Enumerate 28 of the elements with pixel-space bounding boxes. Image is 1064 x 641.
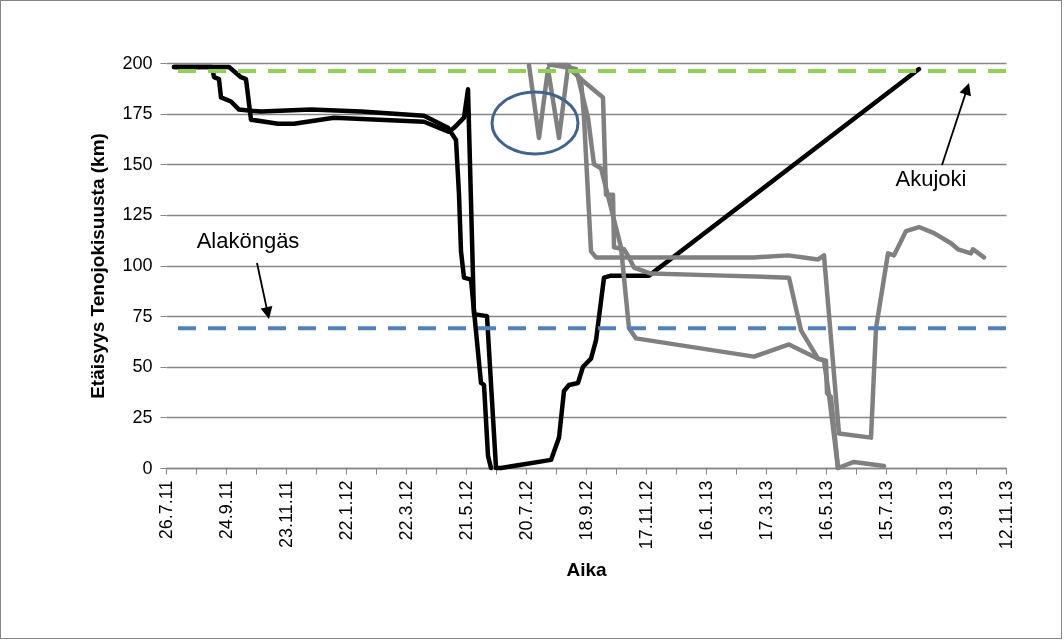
x-tick-label: 24.9.11 [215,480,236,540]
x-tick-label: 23.11.11 [275,480,296,548]
y-tick-label: 150 [122,153,153,174]
x-tick-label: 22.3.12 [395,480,416,541]
x-tick-label: 20.7.12 [515,480,536,541]
x-tick-label: 22.1.12 [335,480,356,541]
x-tick-label: 16.5.13 [815,480,836,541]
y-tick-label: 25 [132,406,153,427]
x-tick-label: 17.3.13 [755,480,776,541]
y-axis-title: Etäisyys Tenojokisuusta (km) [87,133,109,399]
annotation: Akujoki [895,166,967,191]
y-tick-label: 50 [132,356,153,377]
x-tick-label: 18.9.12 [575,480,596,541]
x-axis-title: Aika [566,559,607,581]
x-tick-label: 12.11.13 [995,480,1016,550]
x-tick-label: 16.1.13 [695,480,716,541]
y-tick-label: 200 [122,52,153,73]
x-tick-label: 21.5.12 [455,480,476,541]
x-tick-label: 13.9.13 [935,480,956,541]
annotation: Alaköngäs [196,228,300,253]
y-tick-label: 0 [142,457,153,478]
x-tick-label: 15.7.13 [875,480,896,541]
x-tick-label: 17.11.12 [635,480,656,550]
y-tick-label: 75 [132,305,153,326]
y-tick-label: 100 [122,255,153,275]
y-tick-label: 175 [122,103,153,124]
x-tick-label: 26.7.11 [155,480,176,540]
y-tick-label: 125 [122,204,153,225]
